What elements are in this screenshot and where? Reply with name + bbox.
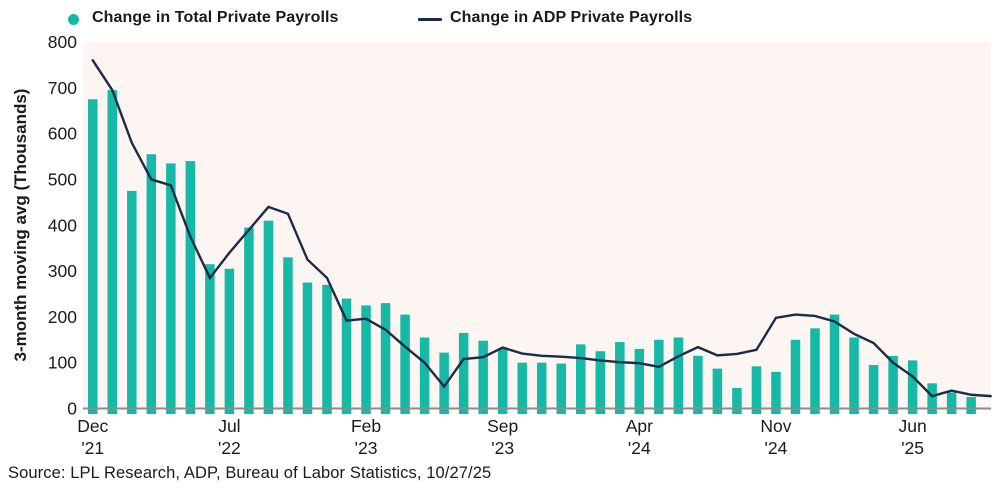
- x-tick-year-24: '24: [628, 438, 651, 458]
- bar-may-25: [888, 355, 898, 414]
- bar-sep-25: [966, 397, 976, 414]
- y-tick-label-200: 200: [48, 307, 77, 327]
- bar-may-23: [419, 337, 430, 414]
- bar-jul-22: [224, 268, 235, 414]
- bar-jul-23: [458, 332, 469, 414]
- bar-aug-25: [946, 392, 957, 414]
- y-tick-label-500: 500: [48, 169, 77, 189]
- x-tick-label-sep-23: Sep: [487, 416, 518, 436]
- bar-dec-24: [790, 339, 801, 414]
- bar-apr-22: [166, 163, 176, 414]
- x-tick-year-24: '24: [765, 438, 788, 458]
- y-tick-label-700: 700: [48, 78, 77, 98]
- bar-nov-22: [302, 282, 313, 414]
- bar-nov-23: [536, 362, 547, 414]
- legend-bar-series-label: Change in Total Private Payrolls: [92, 9, 339, 26]
- bar-jan-25: [810, 328, 820, 414]
- plot-background: [83, 42, 991, 409]
- bar-dec-23: [556, 363, 566, 414]
- bar-dec-22: [322, 284, 332, 414]
- x-tick-label-nov-24: Nov: [760, 416, 791, 436]
- bar-apr-25: [868, 364, 879, 414]
- y-tick-label-600: 600: [48, 124, 77, 144]
- bar-oct-22: [283, 257, 293, 414]
- bar-may-24: [654, 339, 664, 414]
- bar-oct-24: [751, 366, 762, 414]
- bar-jan-22: [107, 90, 118, 415]
- bar-feb-22: [127, 190, 137, 414]
- y-tick-label-800: 800: [48, 32, 77, 52]
- bar-aug-22: [244, 227, 254, 414]
- bar-mar-24: [615, 342, 625, 414]
- bar-jan-24: [576, 344, 586, 414]
- x-tick-year-22: '22: [218, 438, 241, 458]
- y-tick-label-100: 100: [48, 353, 77, 373]
- bar-jan-23: [341, 298, 352, 414]
- bar-sep-23: [497, 348, 508, 414]
- bar-apr-23: [400, 314, 410, 414]
- y-tick-label-400: 400: [48, 215, 77, 235]
- bar-jul-25: [927, 383, 937, 414]
- line-series-marker-icon: [418, 18, 442, 21]
- x-tick-label-feb-23: Feb: [351, 416, 381, 436]
- bar-jun-22: [205, 264, 215, 414]
- x-tick-label-dec-21: Dec: [77, 416, 108, 436]
- bar-mar-22: [146, 154, 157, 414]
- bar-series-marker-icon: [68, 14, 79, 25]
- bar-sep-24: [732, 387, 742, 414]
- bar-sep-22: [263, 220, 274, 414]
- bar-may-22: [185, 161, 196, 414]
- bar-mar-23: [380, 303, 391, 414]
- bar-dec-21: [88, 99, 98, 414]
- bar-mar-25: [849, 337, 859, 414]
- bar-jun-23: [439, 352, 449, 414]
- bar-apr-24: [634, 348, 645, 414]
- x-tick-year-21: '21: [81, 438, 104, 458]
- bar-feb-24: [595, 351, 606, 414]
- bar-feb-23: [361, 305, 371, 414]
- bar-nov-24: [771, 371, 781, 414]
- x-tick-label-jun-25: Jun: [898, 416, 926, 436]
- bar-aug-24: [712, 368, 723, 414]
- bar-jun-25: [907, 360, 918, 414]
- bar-aug-23: [478, 340, 488, 414]
- x-tick-label-jul-22: Jul: [218, 416, 240, 436]
- legend-line-series-label: Change in ADP Private Payrolls: [450, 9, 693, 26]
- bar-jun-24: [673, 337, 684, 414]
- bar-feb-25: [829, 314, 840, 414]
- y-tick-label-300: 300: [48, 261, 77, 281]
- x-tick-year-23: '23: [355, 438, 378, 458]
- legend: Change in Total Private Payrolls Change …: [0, 9, 1000, 33]
- y-axis-title: 3-month moving avg (Thousands): [11, 88, 30, 362]
- bar-oct-23: [517, 362, 527, 414]
- source-note: Source: LPL Research, ADP, Bureau of Lab…: [8, 464, 492, 482]
- x-tick-label-apr-24: Apr: [626, 416, 653, 436]
- bar-jul-24: [693, 355, 703, 414]
- y-tick-label-0: 0: [67, 399, 77, 419]
- adp-payrolls-line: [91, 59, 992, 398]
- x-tick-year-23: '23: [491, 438, 514, 458]
- x-tick-year-25: '25: [901, 438, 924, 458]
